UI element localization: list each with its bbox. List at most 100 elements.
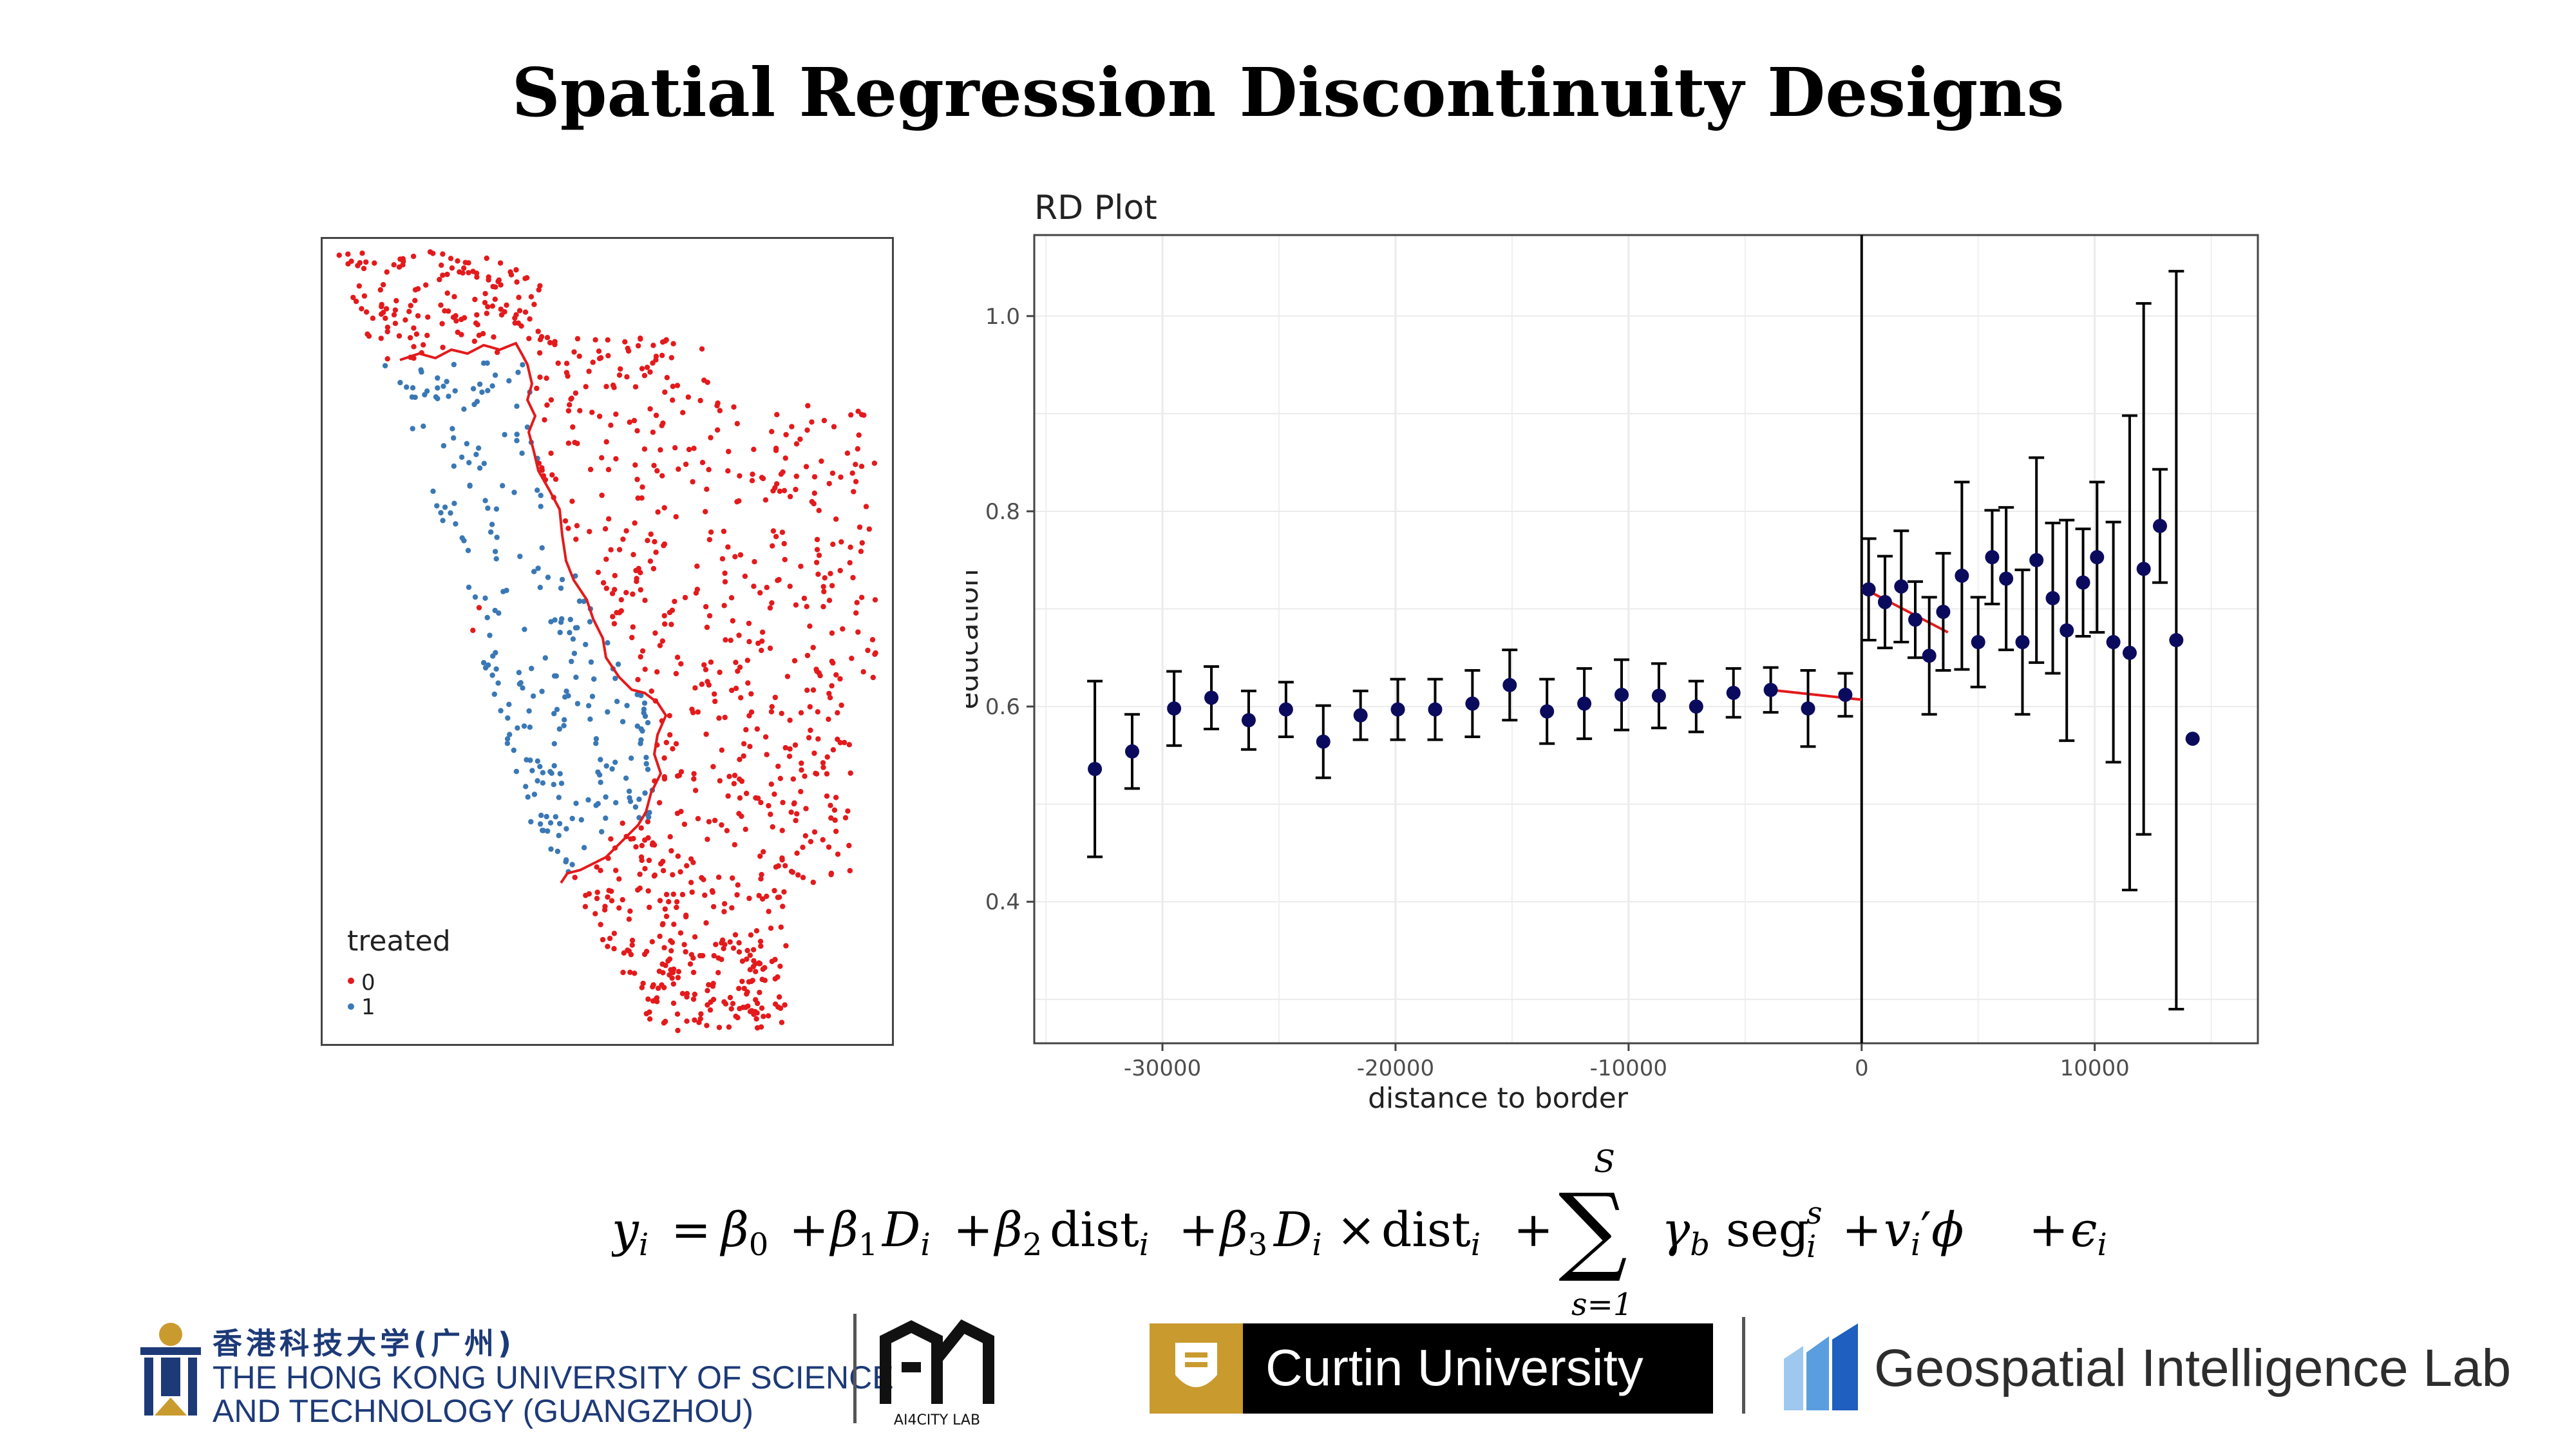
map-point [605,337,611,343]
map-point [838,702,844,708]
map-point [757,853,763,859]
map-point [505,715,511,721]
map-point [491,334,497,340]
map-point [608,547,614,553]
map-point [732,932,739,938]
map-point [594,889,600,895]
svg-text:β3: β3 [1218,1202,1267,1263]
map-point [596,348,602,354]
map-point [847,867,853,874]
map-point [820,764,826,770]
map-point [603,763,609,769]
map-point [634,578,639,584]
map-point [638,726,644,732]
map-point [788,869,795,875]
map-point [494,349,500,355]
fit-line [1861,586,1949,634]
map-point [570,636,576,642]
map-point [748,978,754,985]
map-point [633,844,639,850]
map-point [413,331,420,337]
map-point [815,736,821,742]
map-point [773,534,779,540]
map-point [549,472,555,478]
map-point [736,940,742,946]
map-point [699,952,706,959]
map-point [632,384,639,390]
map-point [733,685,739,692]
map-point [466,460,472,466]
geospatial-lab-name: Geospatial Intelligence Lab [1874,1339,2512,1397]
map-point [659,352,665,359]
map-point [780,800,786,806]
map-point [565,526,571,531]
map-point [408,303,413,308]
map-point [845,808,851,814]
map-point [556,820,563,827]
map-point [638,570,643,576]
map-point [833,672,839,678]
map-point [536,350,543,356]
y-tick-label: 1.0 [985,304,1020,330]
map-points [336,249,878,1034]
map-point [472,296,478,303]
map-point [723,1001,729,1007]
map-point [556,833,562,838]
svg-text:seg: seg [1726,1202,1809,1258]
map-point [548,619,554,625]
data-point [1877,594,1892,609]
map-point [688,880,694,886]
map-point [659,473,665,478]
map-point [840,626,846,632]
map-point [673,514,679,520]
map-point [663,891,670,898]
map-point [809,419,815,425]
map-point [345,261,351,267]
map-point [535,328,541,334]
data-point [2185,732,2200,746]
map-point [711,952,717,959]
map-point [438,510,444,516]
map-point [574,701,581,706]
map-point [822,575,828,581]
map-point [831,424,837,430]
map-point [598,757,603,762]
map-point [698,1011,704,1017]
map-point [609,898,615,904]
map-point [474,312,480,318]
map-point [640,980,646,987]
map-point [652,539,658,545]
data-point [1936,605,1951,620]
map-point [722,570,728,576]
map-point [743,826,748,832]
hkust-crest-icon [140,1323,201,1416]
map-point [653,549,659,555]
map-point [502,309,507,315]
map-point [610,614,616,620]
map-point [473,451,479,457]
map-point [753,795,759,801]
map-point [691,776,697,782]
map-point [489,672,495,678]
map-point [807,623,813,629]
map-point [660,867,667,874]
map-point [713,942,719,947]
map-point [659,339,666,345]
map-point [646,814,652,820]
map-point [547,339,553,346]
map-point [837,567,843,574]
map-point [777,775,783,781]
map-point [498,708,504,714]
map-point [725,544,731,550]
map-point [804,687,810,693]
map-point [484,360,490,366]
map-point [520,362,526,368]
map-point [697,397,703,404]
map-point [461,265,467,271]
map-point [620,719,626,724]
map-point [612,587,618,592]
map-point [775,763,781,770]
map-point [567,402,573,408]
map-point [670,383,676,390]
map-point [670,872,676,878]
